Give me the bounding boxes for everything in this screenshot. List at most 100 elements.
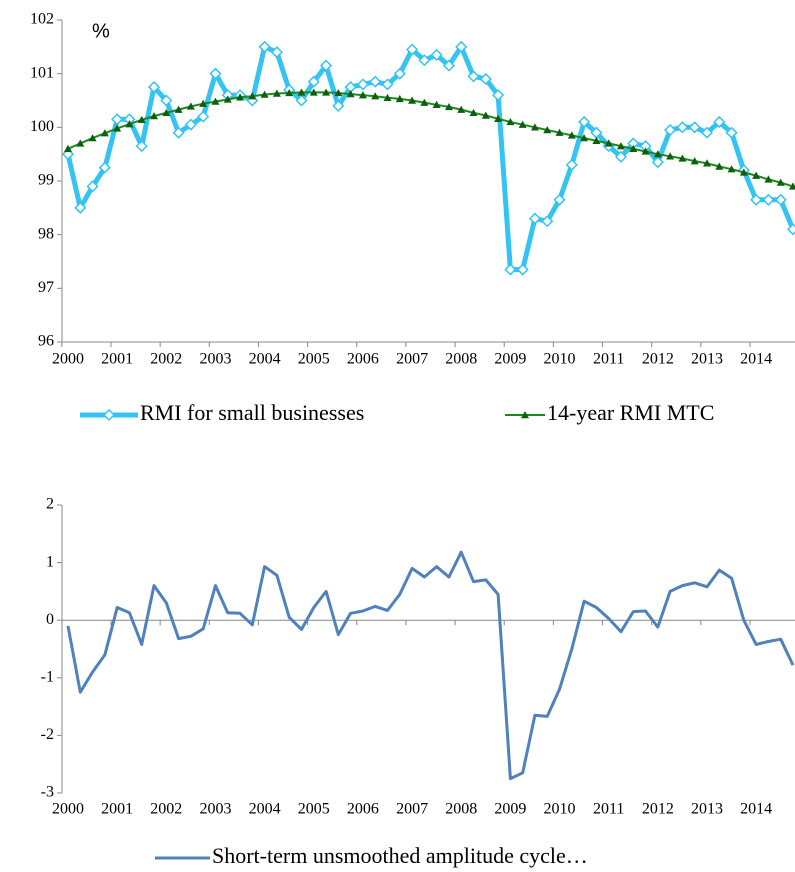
data-point — [297, 88, 306, 96]
x-tick-label: 2005 — [298, 801, 330, 818]
x-tick-label: 2014 — [740, 351, 772, 368]
data-point — [776, 178, 785, 186]
data-point — [479, 72, 492, 86]
data-point — [309, 88, 318, 96]
x-tick-label: 2012 — [642, 351, 674, 368]
data-point — [223, 95, 232, 103]
y-tick-label: -1 — [41, 668, 54, 685]
data-point — [528, 212, 542, 225]
data-point — [690, 157, 699, 165]
data-point — [209, 67, 222, 80]
data-point — [98, 161, 111, 174]
x-tick-label: 2005 — [298, 351, 330, 368]
data-point — [444, 102, 453, 111]
x-tick-label: 2011 — [593, 801, 624, 818]
x-tick-label: 2006 — [347, 351, 379, 368]
y-tick-label: 97 — [38, 279, 54, 296]
data-point — [641, 147, 650, 155]
y-tick-label: -2 — [41, 726, 54, 743]
data-point — [676, 121, 689, 134]
data-point — [150, 112, 159, 120]
data-point — [371, 92, 380, 100]
x-tick-label: 2013 — [691, 351, 723, 368]
data-point — [786, 223, 795, 236]
y-tick-label: -3 — [41, 784, 54, 801]
data-point — [86, 180, 99, 193]
data-point — [88, 134, 97, 142]
data-point — [700, 126, 714, 139]
data-point — [553, 193, 566, 206]
x-tick-label: 2009 — [494, 351, 526, 368]
data-point — [725, 126, 738, 139]
data-point — [481, 111, 490, 119]
data-point — [504, 263, 517, 276]
data-point — [420, 98, 429, 106]
data-point — [346, 90, 355, 98]
legend-marker — [521, 411, 529, 419]
x-tick-label: 2002 — [150, 801, 182, 818]
data-point — [653, 150, 662, 158]
data-point — [541, 215, 554, 228]
data-point — [258, 40, 271, 53]
y-tick-label: 2 — [46, 496, 54, 513]
data-point — [64, 144, 72, 152]
data-point — [199, 99, 208, 107]
data-point — [395, 94, 404, 103]
data-point — [616, 142, 625, 150]
y-tick-label: 99 — [38, 172, 54, 189]
data-point — [715, 162, 724, 170]
data-point — [455, 40, 468, 53]
data-point — [713, 115, 726, 129]
data-point — [565, 158, 578, 171]
data-point — [135, 140, 148, 153]
x-tick-label: 2010 — [544, 801, 576, 818]
data-point — [322, 88, 331, 96]
y-tick-label: 96 — [38, 333, 54, 350]
data-point — [147, 81, 161, 94]
data-point — [285, 88, 294, 97]
data-point — [172, 126, 185, 139]
x-tick-label: 2010 — [544, 351, 576, 368]
data-point — [727, 165, 736, 173]
data-point — [369, 75, 382, 88]
data-point — [518, 120, 527, 128]
y-tick-label: 98 — [38, 225, 54, 242]
series-line — [66, 550, 795, 781]
x-tick-label: 2004 — [249, 351, 281, 368]
data-point — [408, 96, 417, 104]
x-tick-label: 2012 — [642, 801, 674, 818]
data-point — [100, 129, 109, 137]
data-point — [430, 48, 443, 61]
data-point — [467, 70, 480, 83]
data-point — [76, 139, 85, 147]
data-point — [543, 126, 552, 134]
data-point — [260, 90, 269, 98]
data-point — [664, 123, 677, 137]
data-point — [383, 93, 392, 102]
legend-label: 14-year RMI MTC — [547, 400, 714, 425]
y-tick-label: 101 — [30, 64, 54, 81]
data-point — [162, 108, 171, 117]
legend-marker — [102, 408, 116, 422]
data-point — [629, 144, 638, 152]
data-point — [457, 105, 466, 113]
data-point — [442, 59, 455, 72]
x-tick-label: 2002 — [150, 351, 182, 368]
data-point — [197, 110, 210, 123]
data-point — [762, 193, 775, 206]
data-point — [530, 123, 539, 131]
x-tick-label: 2008 — [445, 801, 477, 818]
data-point — [74, 201, 87, 214]
data-point — [186, 102, 195, 110]
series-line — [67, 91, 794, 188]
data-point — [750, 193, 763, 206]
data-point — [295, 94, 308, 107]
y-tick-label: 100 — [30, 118, 54, 135]
x-tick-label: 2003 — [199, 351, 231, 368]
data-point — [567, 131, 576, 139]
data-point — [113, 124, 122, 132]
data-point — [137, 115, 146, 124]
data-point — [494, 114, 503, 122]
y-tick-label: 1 — [46, 553, 54, 570]
data-point — [469, 108, 478, 117]
